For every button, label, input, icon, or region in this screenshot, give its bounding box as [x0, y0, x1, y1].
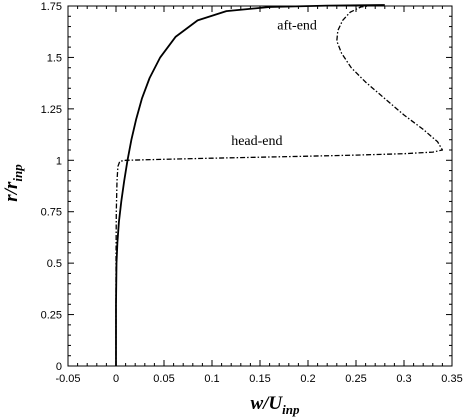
y-tick-label: 1.75 — [41, 1, 62, 13]
x-tick-label: 0.1 — [204, 373, 219, 385]
y-axis-title-sub: inp — [10, 164, 25, 182]
y-axis-title: r/rinp — [1, 164, 25, 202]
x-axis-title-main: w/U — [250, 393, 283, 414]
x-axis-title-sub: inp — [282, 402, 300, 417]
y-tick-label: 0.25 — [41, 310, 62, 322]
y-tick-label: 1.5 — [47, 52, 62, 64]
x-tick-label: -0.05 — [55, 373, 80, 385]
x-tick-label: 0.05 — [153, 373, 174, 385]
y-axis-title-main: r/r — [1, 181, 22, 202]
annotation-label: head-end — [231, 134, 282, 149]
series-lines — [115, 4, 444, 366]
y-tick-label: 1 — [56, 155, 62, 167]
x-tick-label: 0.25 — [345, 373, 366, 385]
series-line-dashdot — [115, 4, 444, 366]
y-tick-label: 0.5 — [47, 258, 62, 270]
tick-labels: -0.05 0 0.05 0.1 0.15 0.2 0.25 0.3 0.3500.250.50… — [41, 1, 463, 385]
x-tick-label: 0 — [113, 373, 119, 385]
y-tick-label: 1.25 — [41, 104, 62, 116]
x-tick-label: 0.2 — [300, 373, 315, 385]
y-tick-label: 0.75 — [41, 207, 62, 219]
x-tick-label: 0.3 — [396, 373, 411, 385]
axis-ticks — [67, 5, 453, 367]
annotation-label: aft-end — [277, 19, 317, 34]
x-tick-label: 0.35 — [441, 373, 462, 385]
plot-frame — [67, 5, 453, 367]
x-axis-title: w/Uinp — [250, 393, 300, 417]
y-tick-label: 0 — [56, 361, 62, 373]
annotations: aft-end head-end — [231, 19, 317, 149]
series-line-solid — [115, 4, 385, 366]
x-tick-label: 0.15 — [249, 373, 270, 385]
plot-area-border — [67, 5, 453, 367]
